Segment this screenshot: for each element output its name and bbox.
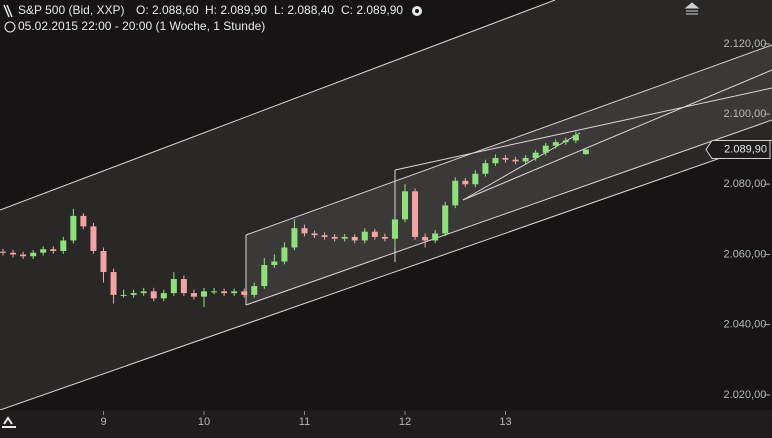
candle-body bbox=[170, 279, 177, 294]
candle-body bbox=[331, 236, 338, 239]
candle-body bbox=[512, 159, 519, 162]
x-tick-label: 12 bbox=[399, 416, 411, 428]
candle-body bbox=[492, 157, 499, 164]
candle-body bbox=[381, 236, 388, 239]
candle-body bbox=[80, 215, 87, 227]
candle-body bbox=[70, 215, 77, 241]
ohlc-close: C: 2.089,90 bbox=[341, 3, 403, 17]
candle-body bbox=[211, 291, 218, 293]
candle-body bbox=[361, 231, 368, 241]
channel-line bbox=[245, 44, 772, 236]
candle-body bbox=[0, 251, 6, 253]
channel-line bbox=[245, 119, 772, 306]
candle-body bbox=[321, 235, 328, 237]
candle-body bbox=[301, 228, 308, 234]
last-price-label: 2.089,90 bbox=[724, 143, 767, 155]
candle-body bbox=[462, 180, 469, 185]
candle-body bbox=[120, 294, 127, 296]
candle-body bbox=[562, 140, 569, 143]
candle-body bbox=[391, 219, 398, 239]
candle-body bbox=[150, 291, 157, 299]
candle-body bbox=[251, 286, 258, 295]
ohlc-low: L: 2.088,40 bbox=[274, 3, 334, 17]
channel-line bbox=[394, 87, 772, 171]
y-tick-label: 2.020,00- bbox=[724, 389, 771, 401]
candle-body bbox=[412, 191, 419, 237]
candle-body bbox=[341, 236, 348, 239]
channel-line bbox=[462, 69, 772, 201]
candle-body bbox=[130, 293, 137, 295]
y-tick-label: 2.120,00- bbox=[724, 38, 771, 50]
candle-body bbox=[90, 226, 97, 251]
candle-body bbox=[532, 152, 539, 158]
candle-body bbox=[482, 163, 489, 174]
chart-subtitle: 05.02.2015 22:00 - 20:00 (1 Woche, 1 Stu… bbox=[18, 19, 265, 33]
candle-body bbox=[572, 135, 579, 141]
x-tick-label: 13 bbox=[499, 416, 511, 428]
clock-icon bbox=[4, 21, 16, 33]
channel-line bbox=[0, 139, 772, 411]
candle-body bbox=[180, 279, 187, 294]
candle-body bbox=[10, 252, 17, 255]
x-tick-label: 11 bbox=[299, 416, 310, 428]
chart-title: S&P 500 (Bid, XXP) bbox=[18, 3, 125, 17]
candle-body bbox=[452, 180, 459, 206]
channel-line bbox=[0, 0, 556, 211]
candle-body bbox=[442, 205, 449, 234]
last-price-box bbox=[705, 140, 771, 160]
chart-icon bbox=[3, 4, 13, 18]
candle-body bbox=[40, 249, 47, 253]
candle-body bbox=[201, 291, 207, 297]
y-tick-label: 2.060,00- bbox=[724, 248, 771, 260]
y-tick-label: 2.080,00- bbox=[724, 178, 771, 190]
candle-body bbox=[281, 247, 288, 262]
candle-body bbox=[160, 293, 167, 299]
candle-body bbox=[110, 272, 117, 295]
candle-body bbox=[351, 236, 358, 241]
candle-body bbox=[190, 293, 197, 297]
candle-body bbox=[472, 173, 479, 185]
candle-body bbox=[502, 157, 509, 160]
menu-icon[interactable] bbox=[684, 2, 700, 15]
x-axis bbox=[0, 410, 772, 438]
candle-body bbox=[221, 291, 228, 294]
zoom-icon[interactable] bbox=[2, 416, 16, 428]
candle-body bbox=[140, 291, 147, 294]
y-tick-label: 2.040,00- bbox=[724, 319, 771, 331]
candle-body bbox=[371, 231, 378, 237]
candle-body bbox=[522, 157, 529, 162]
settings-icon-dot bbox=[415, 9, 419, 13]
candle-body bbox=[100, 250, 107, 273]
x-tick-label: 10 bbox=[198, 416, 210, 428]
candle-body bbox=[542, 145, 549, 153]
candle-body bbox=[582, 149, 589, 155]
candle-body bbox=[271, 261, 278, 266]
ohlc-high: H: 2.089,90 bbox=[205, 3, 267, 17]
candle-body bbox=[422, 236, 429, 241]
candle-body bbox=[311, 233, 318, 236]
inner-channel bbox=[246, 45, 772, 305]
candle-body bbox=[30, 252, 37, 257]
y-tick-label: 2.100,00- bbox=[724, 108, 771, 120]
ohlc-open: O: 2.088,60 bbox=[136, 3, 199, 17]
channel-line bbox=[462, 132, 581, 201]
candle-body bbox=[20, 254, 27, 257]
candle-body bbox=[432, 233, 439, 241]
candle-body bbox=[291, 228, 298, 248]
candle-body bbox=[231, 291, 238, 294]
candle-body bbox=[60, 240, 67, 251]
candle-body bbox=[241, 291, 248, 295]
candle-body bbox=[552, 142, 559, 146]
candle-body bbox=[261, 265, 268, 287]
candle-body bbox=[50, 249, 57, 251]
x-tick-label: 9 bbox=[100, 416, 106, 428]
candle-body bbox=[402, 191, 408, 220]
